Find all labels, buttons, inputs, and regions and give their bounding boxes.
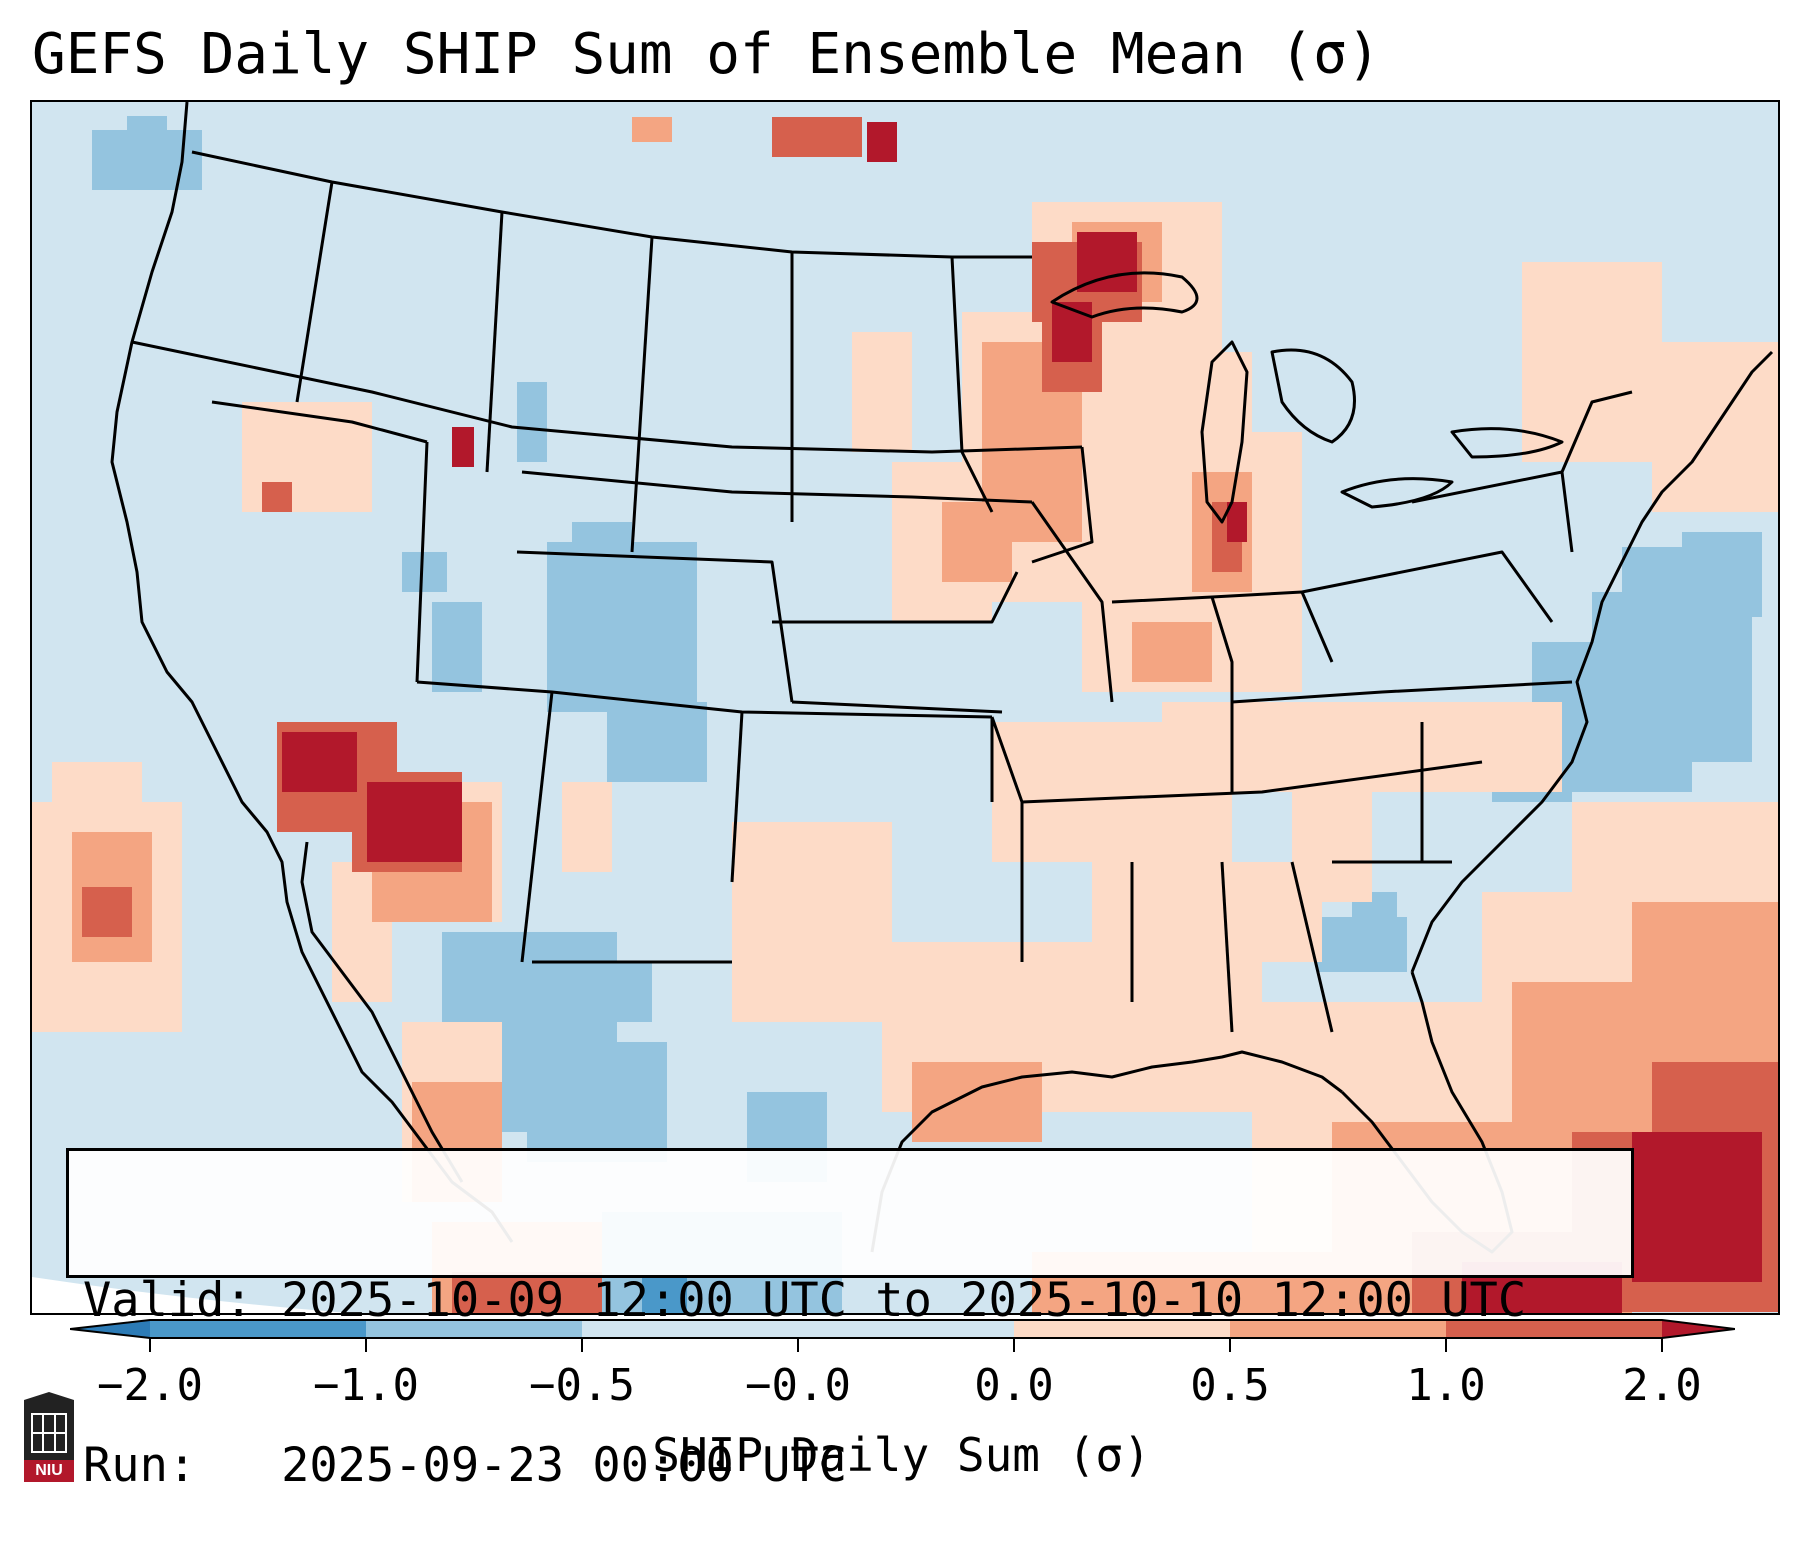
- colorbar-tick-label: −1.0: [313, 1360, 419, 1411]
- colorbar-tick-label: 0.5: [1190, 1360, 1270, 1411]
- boundaries: [110, 102, 1774, 1254]
- colorbar-tick-label: −0.5: [529, 1360, 635, 1411]
- colorbar-extend-high: [1662, 1320, 1735, 1338]
- map-canvas: [32, 102, 1778, 1313]
- colorbar-tick-mark: [1661, 1338, 1663, 1352]
- colorbar-tick-mark: [365, 1338, 367, 1352]
- colorbar: [70, 1319, 1735, 1339]
- colorbar-bin: [798, 1320, 1014, 1338]
- colorbar-tick-label: −2.0: [97, 1360, 203, 1411]
- colorbar-tick-mark: [149, 1338, 151, 1352]
- negative-anomalies: [92, 116, 1762, 1313]
- valid-run-info: Valid: 2025-10-09 12:00 UTC to 2025-10-1…: [66, 1148, 1634, 1493]
- colorbar-tick-mark: [797, 1338, 799, 1352]
- colorbar-bin: [1230, 1320, 1446, 1338]
- niu-logo: [24, 1392, 74, 1482]
- domain-edge: [32, 1277, 348, 1313]
- map-title: GEFS Daily SHIP Sum of Ensemble Mean (σ): [32, 22, 1381, 87]
- colorbar-tick-mark: [581, 1338, 583, 1352]
- colorbar-tick-mark: [1013, 1338, 1015, 1352]
- colorbar-tick-mark: [1445, 1338, 1447, 1352]
- logo-text: NIU: [35, 1462, 63, 1479]
- west-coastline: [110, 102, 514, 1243]
- colorbar-extend-low: [70, 1320, 150, 1338]
- colorbar-bin: [1014, 1320, 1230, 1338]
- colorbar-bin: [150, 1320, 366, 1338]
- colorbar-tick-mark: [1229, 1338, 1231, 1352]
- colorbar-tick-label: −0.0: [745, 1360, 851, 1411]
- colorbar-bin: [366, 1320, 582, 1338]
- colorbar-bin: [582, 1320, 798, 1338]
- colorbar-bin: [1446, 1320, 1662, 1338]
- strong-negative-patch: [642, 1277, 687, 1313]
- valid-time-text: Valid: 2025-10-09 12:00 UTC to 2025-10-1…: [83, 1273, 1527, 1328]
- colorbar-tick-label: 0.0: [974, 1360, 1054, 1411]
- run-time-text: Run: 2025-09-23 00:00 UTC: [83, 1438, 848, 1493]
- colorbar-tick-label: 2.0: [1622, 1360, 1702, 1411]
- map-panel: [30, 100, 1780, 1315]
- colorbar-tick-label: 1.0: [1406, 1360, 1486, 1411]
- very-strong-positive-anomalies: [282, 122, 1762, 1313]
- colorbar-label: SHIP Daily Sum (σ): [652, 1428, 1151, 1482]
